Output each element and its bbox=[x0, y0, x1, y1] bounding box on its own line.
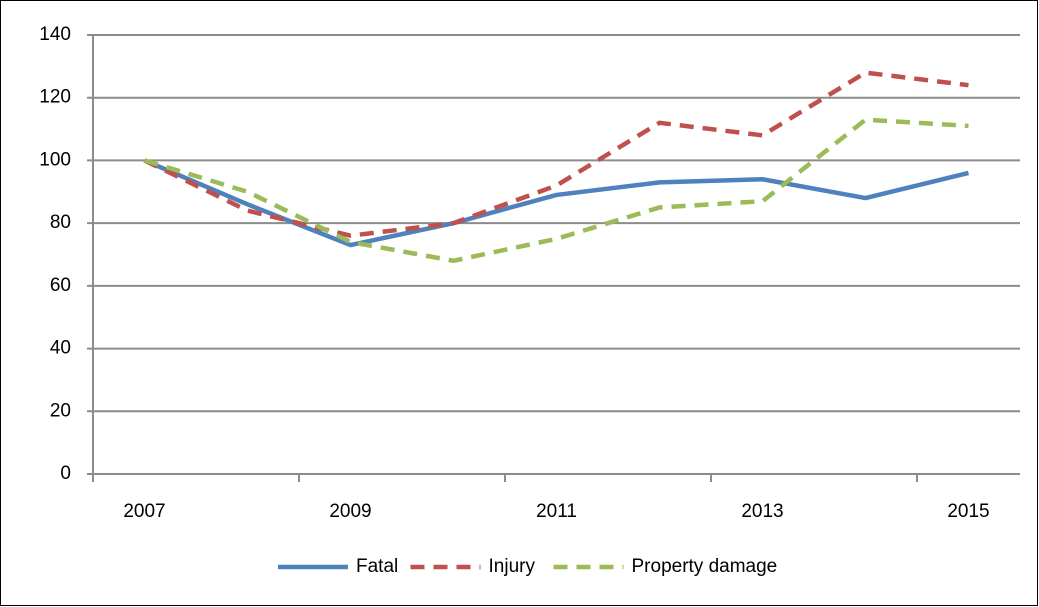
y-tick-label: 100 bbox=[39, 149, 71, 170]
legend-label: Fatal bbox=[356, 556, 398, 577]
y-tick-label: 40 bbox=[50, 338, 71, 359]
x-tick-label: 2009 bbox=[329, 501, 371, 522]
legend-label: Injury bbox=[489, 556, 536, 577]
x-tick-label: 2011 bbox=[536, 501, 577, 522]
line-series bbox=[143, 70, 969, 238]
y-tick-label: 20 bbox=[50, 400, 71, 421]
x-tick-label: 2007 bbox=[123, 501, 165, 522]
y-tick-label: 60 bbox=[50, 275, 71, 296]
y-tick-label: 140 bbox=[39, 24, 71, 45]
legend-label: Property damage bbox=[632, 556, 778, 577]
y-tick-label: 0 bbox=[60, 463, 71, 484]
line-series bbox=[143, 117, 969, 264]
x-tick-label: 2015 bbox=[947, 501, 989, 522]
x-tick-label: 2013 bbox=[741, 501, 783, 522]
y-tick-label: 120 bbox=[39, 87, 71, 108]
y-tick-label: 80 bbox=[50, 212, 71, 233]
